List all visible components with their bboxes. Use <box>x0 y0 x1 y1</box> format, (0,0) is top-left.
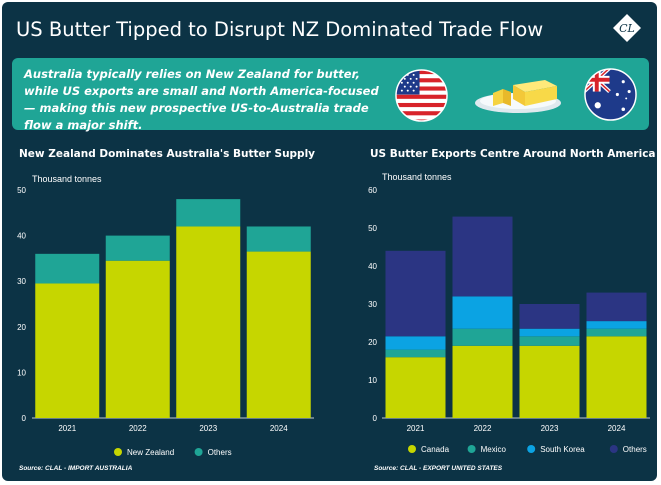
bar-canada-2023 <box>519 345 580 418</box>
bar-others-2022 <box>452 216 513 297</box>
y-tick-label: 0 <box>22 414 27 423</box>
bar-south-korea-2023 <box>519 328 580 337</box>
bar-others-2021 <box>35 253 100 284</box>
bar-others-2023 <box>519 304 580 329</box>
bar-others-2023 <box>176 199 241 227</box>
y-tick-label: 0 <box>373 414 378 423</box>
y-tick-label: 30 <box>17 277 26 286</box>
banner-text: Australia typically relies on New Zealan… <box>24 67 379 132</box>
bar-others-2024 <box>586 292 647 322</box>
x-tick-label-2023: 2023 <box>199 424 217 433</box>
y-tick-label: 50 <box>368 224 377 233</box>
right-chart-unit: Thousand tonnes <box>382 172 452 182</box>
bar-new-zealand-2023 <box>176 226 241 418</box>
bar-new-zealand-2021 <box>35 283 100 418</box>
clal-logo-icon: CL <box>613 14 641 42</box>
bar-others-2021 <box>385 250 446 337</box>
left-chart-title: New Zealand Dominates Australia's Butter… <box>19 148 316 160</box>
bar-mexico-2023 <box>519 336 580 346</box>
logo-text: CL <box>619 22 635 35</box>
legend-label-new-zealand: New Zealand <box>127 448 174 457</box>
infographic-frame: US Butter Tipped to Disrupt NZ Dominated… <box>2 2 657 481</box>
x-tick-label-2022: 2022 <box>129 424 147 433</box>
bar-south-korea-2024 <box>586 321 647 329</box>
butter-icon <box>475 80 561 113</box>
bar-south-korea-2021 <box>385 336 446 350</box>
bar-others-2024 <box>246 226 311 252</box>
y-tick-label: 20 <box>17 323 26 332</box>
bar-mexico-2021 <box>385 349 446 358</box>
bar-canada-2022 <box>452 345 513 418</box>
legend-marker-others <box>194 448 203 456</box>
bar-others-2022 <box>105 235 170 261</box>
bar-canada-2021 <box>385 357 446 418</box>
x-tick-label-2024: 2024 <box>608 424 626 433</box>
bar-new-zealand-2022 <box>105 260 170 418</box>
legend-marker-canada <box>408 445 416 453</box>
y-tick-label: 50 <box>17 186 26 195</box>
x-tick-label-2023: 2023 <box>541 424 559 433</box>
bar-mexico-2022 <box>452 328 513 346</box>
bar-canada-2024 <box>586 336 647 418</box>
legend-marker-new-zealand <box>114 448 122 456</box>
y-tick-label: 10 <box>17 368 26 377</box>
legend-label-canada: Canada <box>421 445 450 454</box>
left-chart-source: Source: CLAL - IMPORT AUSTRALIA <box>19 465 133 472</box>
y-tick-label: 40 <box>17 232 26 241</box>
x-tick-label-2021: 2021 <box>58 424 76 433</box>
legend-label-others: Others <box>623 445 647 454</box>
legend-marker-south-korea <box>527 445 536 453</box>
x-tick-label-2024: 2024 <box>270 424 288 433</box>
right-chart-title: US Butter Exports Centre Around North Am… <box>370 148 656 160</box>
x-tick-label-2021: 2021 <box>407 424 425 433</box>
x-tick-label-2022: 2022 <box>474 424 492 433</box>
y-tick-label: 40 <box>368 262 377 271</box>
left-chart-unit: Thousand tonnes <box>32 174 102 184</box>
legend-marker-others <box>609 445 618 453</box>
y-tick-label: 30 <box>368 300 377 309</box>
legend-label-south-korea: South Korea <box>540 445 585 454</box>
australia-flag-icon <box>584 68 637 121</box>
y-tick-label: 60 <box>368 186 377 195</box>
left-chart: 0 10 20 30 40 50 2021 2022 2023 2024 New Zealand Ot… <box>17 186 314 457</box>
us-flag-icon <box>395 69 448 122</box>
y-tick-label: 20 <box>368 338 377 347</box>
bar-south-korea-2022 <box>452 296 513 329</box>
legend-label-mexico: Mexico <box>481 445 507 454</box>
y-tick-label: 10 <box>368 376 377 385</box>
bar-mexico-2024 <box>586 328 647 337</box>
legend-marker-mexico <box>467 445 476 453</box>
page-title: US Butter Tipped to Disrupt NZ Dominated… <box>16 18 544 41</box>
right-chart: 0 10 20 30 40 50 60 2021 2022 2023 2024 Canada Mexic… <box>368 186 650 454</box>
bar-new-zealand-2024 <box>246 251 311 418</box>
right-chart-source: Source: CLAL - EXPORT UNITED STATES <box>374 465 503 472</box>
legend-label-others: Others <box>208 448 232 457</box>
